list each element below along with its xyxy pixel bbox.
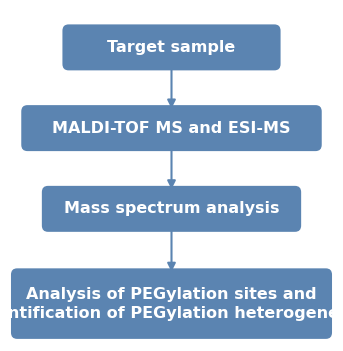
FancyBboxPatch shape (11, 268, 332, 339)
FancyBboxPatch shape (21, 105, 322, 151)
Text: MALDI-TOF MS and ESI-MS: MALDI-TOF MS and ESI-MS (52, 121, 291, 135)
Text: Target sample: Target sample (107, 40, 236, 55)
FancyBboxPatch shape (62, 24, 281, 70)
Text: Analysis of PEGylation sites and
identification of PEGylation heterogeneity: Analysis of PEGylation sites and identif… (0, 286, 343, 321)
Text: Mass spectrum analysis: Mass spectrum analysis (64, 201, 279, 216)
FancyBboxPatch shape (42, 186, 301, 232)
